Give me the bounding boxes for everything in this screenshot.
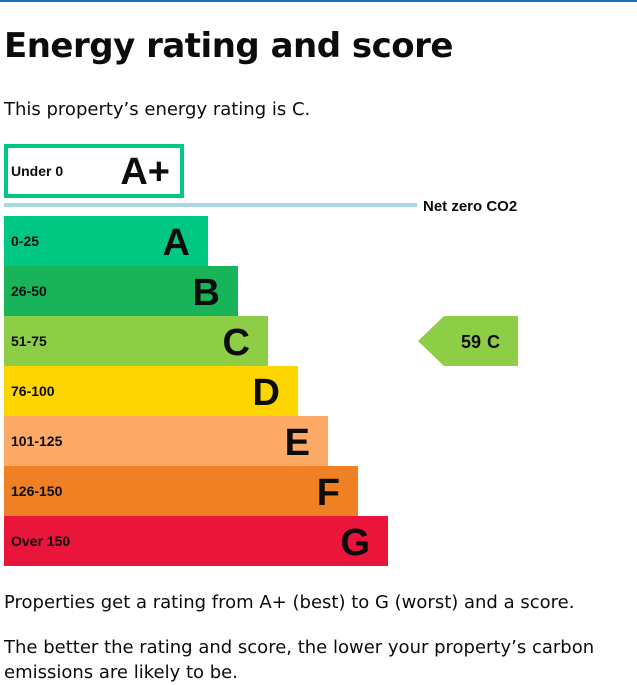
band-aplus-box [4, 144, 184, 198]
band-f-range: 126-150 [11, 483, 63, 499]
current-rating-letter: C [487, 332, 500, 352]
carbon-emissions-text: The better the rating and score, the low… [4, 637, 595, 683]
band-a-range: 0-25 [11, 233, 39, 249]
current-rating-indicator [418, 316, 518, 366]
band-b-range: 26-50 [11, 283, 47, 299]
band-b-letter: B [193, 272, 220, 314]
rating-intro-text: This property’s energy rating is C. [4, 99, 311, 120]
band-e-letter: E [285, 422, 310, 464]
band-f-bar [4, 466, 358, 516]
top-border-line [0, 0, 637, 2]
band-f-letter: F [317, 472, 340, 514]
band-c-range: 51-75 [11, 333, 47, 349]
net-zero-line [4, 203, 417, 207]
band-aplus-range: Under 0 [11, 163, 63, 179]
rating-scale-text: Properties get a rating from A+ (best) t… [4, 592, 575, 613]
page-title: Energy rating and score [4, 26, 454, 66]
band-d-range: 76-100 [11, 383, 55, 399]
net-zero-label: Net zero CO2 [423, 198, 517, 215]
band-a-bar [4, 216, 208, 266]
band-d-letter: D [253, 372, 280, 414]
band-aplus-letter: A+ [120, 151, 170, 193]
band-e-range: 101-125 [11, 433, 63, 449]
band-d-bar [4, 366, 298, 416]
current-score-value: 59 [461, 332, 481, 352]
band-g-bar [4, 516, 388, 566]
band-a-letter: A [163, 222, 190, 264]
band-g-letter: G [340, 522, 370, 564]
band-g-range: Over 150 [11, 533, 70, 549]
band-c-bar [4, 316, 268, 366]
band-e-bar [4, 416, 328, 466]
band-b-bar [4, 266, 238, 316]
band-c-letter: C [223, 322, 250, 364]
